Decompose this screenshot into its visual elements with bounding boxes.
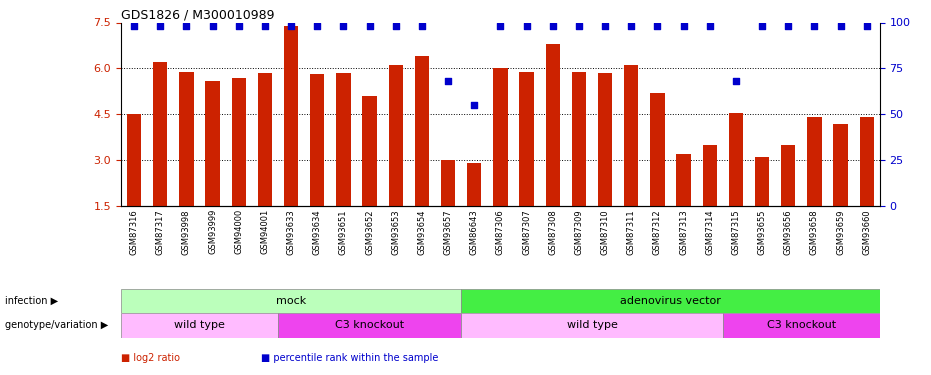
Bar <box>278 313 461 338</box>
Point <box>466 102 481 108</box>
Bar <box>441 160 455 206</box>
Bar <box>729 113 743 206</box>
Text: wild type: wild type <box>174 320 225 330</box>
Bar <box>807 117 821 206</box>
Point <box>414 23 429 29</box>
Point <box>258 23 273 29</box>
Point <box>231 23 246 29</box>
Bar <box>232 78 246 206</box>
Bar <box>336 73 351 206</box>
Bar <box>833 124 848 206</box>
Bar <box>755 157 769 206</box>
Bar <box>153 62 168 206</box>
Point <box>440 78 455 84</box>
Bar <box>258 73 272 206</box>
Point <box>388 23 403 29</box>
Bar <box>388 65 403 206</box>
Text: ■ log2 ratio: ■ log2 ratio <box>121 353 180 363</box>
Text: wild type: wild type <box>567 320 617 330</box>
Point <box>205 23 220 29</box>
Point <box>755 23 770 29</box>
Bar <box>180 72 194 206</box>
Bar <box>572 72 587 206</box>
Point <box>650 23 665 29</box>
Bar <box>781 145 795 206</box>
Text: ■ percentile rank within the sample: ■ percentile rank within the sample <box>261 353 439 363</box>
Bar <box>461 313 722 338</box>
Bar <box>127 114 142 206</box>
Point <box>833 23 848 29</box>
Bar <box>624 65 639 206</box>
Point <box>310 23 325 29</box>
Point <box>702 23 717 29</box>
Bar <box>310 74 325 206</box>
Point <box>572 23 587 29</box>
Bar <box>546 44 560 206</box>
Bar <box>493 68 507 206</box>
Point <box>153 23 168 29</box>
Point <box>546 23 560 29</box>
Point <box>624 23 639 29</box>
Point <box>598 23 613 29</box>
Bar <box>703 145 717 206</box>
Bar <box>362 96 377 206</box>
Bar <box>722 313 880 338</box>
Bar <box>467 164 481 206</box>
Point <box>362 23 377 29</box>
Bar <box>519 72 533 206</box>
Point <box>179 23 194 29</box>
Bar <box>284 26 298 206</box>
Point <box>493 23 508 29</box>
Bar <box>650 93 665 206</box>
Text: mock: mock <box>276 296 306 306</box>
Bar <box>461 289 880 313</box>
Bar <box>121 289 461 313</box>
Point <box>781 23 796 29</box>
Bar <box>676 154 691 206</box>
Bar <box>121 313 278 338</box>
Text: C3 knockout: C3 knockout <box>335 320 404 330</box>
Point <box>519 23 534 29</box>
Bar <box>859 117 874 206</box>
Text: genotype/variation ▶: genotype/variation ▶ <box>5 320 108 330</box>
Bar <box>414 56 429 206</box>
Text: C3 knockout: C3 knockout <box>767 320 836 330</box>
Bar <box>206 81 220 206</box>
Text: adenovirus vector: adenovirus vector <box>620 296 721 306</box>
Text: GDS1826 / M300010989: GDS1826 / M300010989 <box>121 8 275 21</box>
Point <box>284 23 299 29</box>
Point <box>336 23 351 29</box>
Point <box>127 23 142 29</box>
Point <box>859 23 874 29</box>
Text: infection ▶: infection ▶ <box>5 296 58 306</box>
Point <box>676 23 691 29</box>
Point <box>728 78 743 84</box>
Bar <box>598 73 613 206</box>
Point <box>807 23 822 29</box>
